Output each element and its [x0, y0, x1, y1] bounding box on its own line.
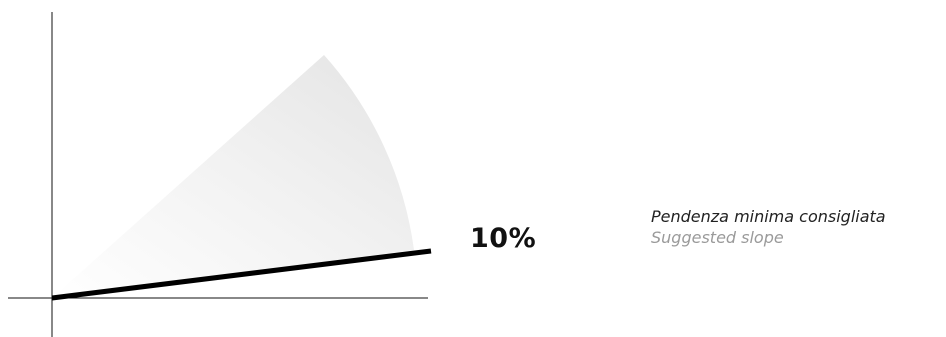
caption-italian: Pendenza minima consigliata	[651, 207, 886, 226]
slope-line	[51, 248, 432, 301]
slope-sector	[52, 55, 414, 298]
slope-caption: Pendenza minima consigliata Suggested sl…	[651, 206, 886, 248]
slope-percentage-label: 10%	[470, 223, 537, 254]
caption-english: Suggested slope	[651, 228, 784, 247]
